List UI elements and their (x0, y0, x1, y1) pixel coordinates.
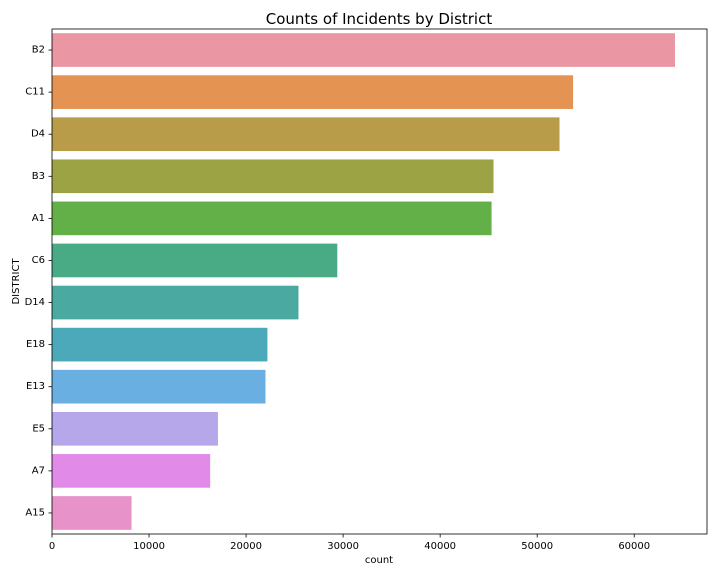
bar-b3 (52, 159, 494, 194)
y-tick-label: B3 (32, 171, 45, 182)
bar-e13 (52, 369, 266, 404)
y-axis-label: DISTRICT (11, 258, 22, 305)
x-tick-label: 50000 (521, 541, 553, 552)
x-tick-label: 60000 (618, 541, 650, 552)
bar-c11 (52, 75, 574, 109)
x-tick-label: 0 (49, 541, 55, 552)
bar-d4 (52, 117, 560, 152)
x-tick-label: 10000 (133, 541, 165, 552)
bar-c6 (52, 243, 338, 278)
x-axis-label: count (365, 555, 393, 566)
bar-a15 (52, 496, 132, 530)
bar-e18 (52, 327, 268, 362)
y-tick-label: E13 (26, 381, 45, 392)
x-tick-label: 20000 (230, 541, 262, 552)
y-tick-label: A1 (32, 213, 45, 224)
bars-group (52, 33, 675, 530)
x-tick-label: 30000 (327, 541, 359, 552)
y-tick-label: E18 (26, 339, 45, 350)
bar-b2 (52, 33, 675, 67)
axes-frame (51, 28, 708, 535)
y-tick-label: D14 (25, 297, 45, 308)
bar-e5 (52, 411, 218, 446)
y-tick-label: C6 (32, 255, 45, 266)
bar-a1 (52, 201, 492, 236)
x-ticks: 0 10000 20000 30000 40000 50000 60000 (49, 534, 650, 552)
y-tick-label: A15 (25, 507, 45, 518)
y-tick-label: A7 (32, 465, 45, 476)
y-tick-label: B2 (32, 45, 45, 56)
y-tick-label: E5 (32, 423, 45, 434)
bar-d14 (52, 285, 299, 320)
bar-a7 (52, 454, 211, 488)
y-tick-label: C11 (25, 87, 45, 98)
chart-title: Counts of Incidents by District (266, 10, 493, 28)
y-tick-label: D4 (31, 129, 45, 140)
y-tick-labels: B2 C11 D4 B3 A1 C6 D14 E18 E13 E5 A7 A15 (25, 45, 52, 518)
x-tick-label: 40000 (424, 541, 456, 552)
